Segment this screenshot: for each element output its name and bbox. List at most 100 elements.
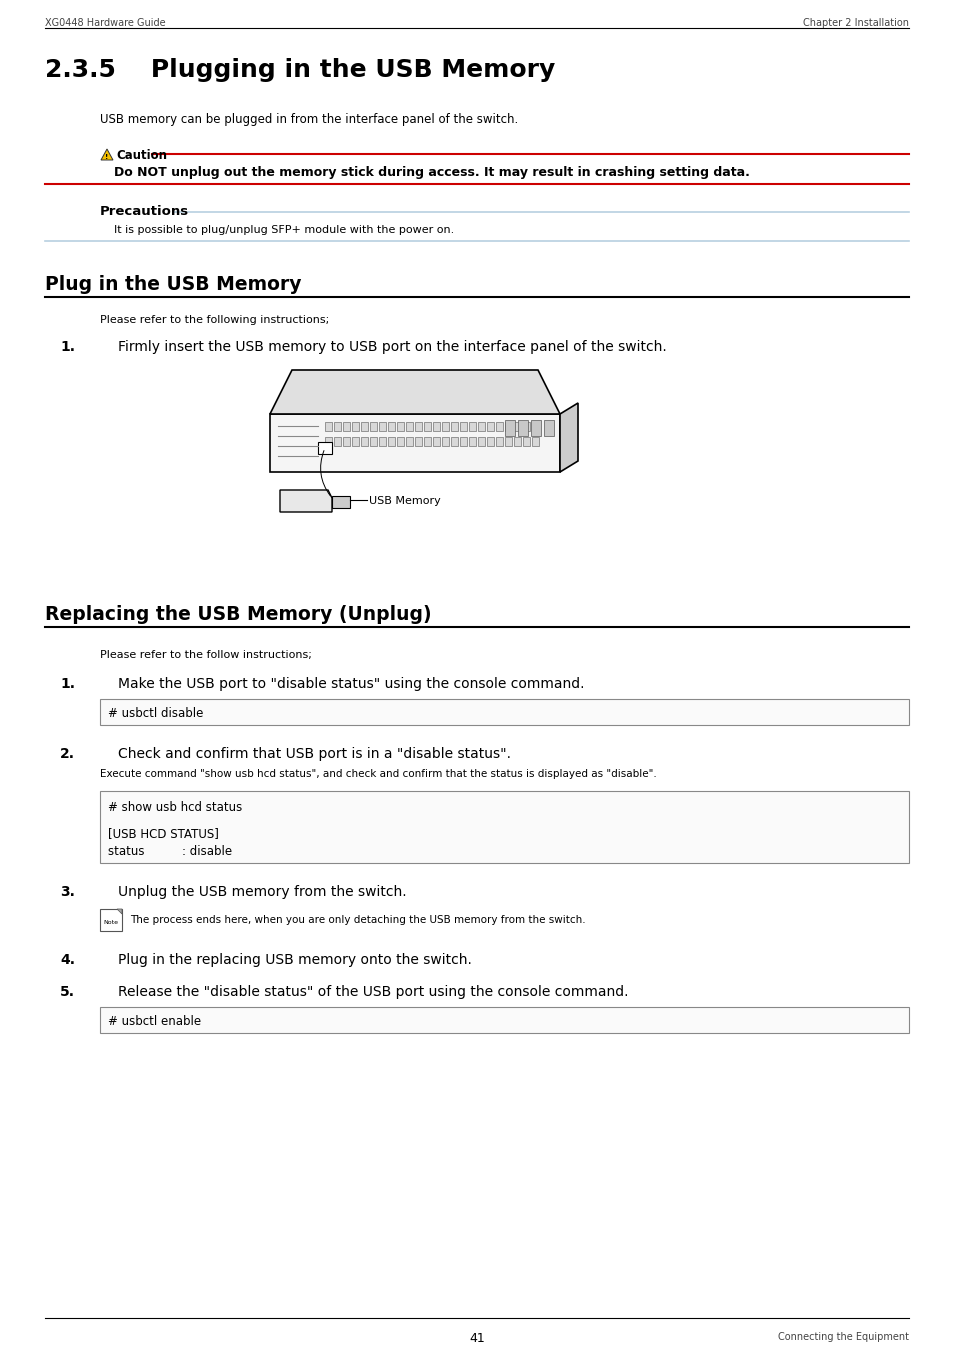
FancyBboxPatch shape	[496, 422, 502, 431]
FancyBboxPatch shape	[343, 436, 350, 446]
Text: # usbctl enable: # usbctl enable	[108, 1015, 201, 1028]
FancyBboxPatch shape	[100, 1006, 908, 1034]
FancyBboxPatch shape	[514, 436, 520, 446]
Polygon shape	[559, 403, 578, 471]
FancyBboxPatch shape	[441, 422, 449, 431]
FancyBboxPatch shape	[270, 413, 559, 471]
FancyBboxPatch shape	[441, 436, 449, 446]
Text: USB memory can be plugged in from the interface panel of the switch.: USB memory can be plugged in from the in…	[100, 113, 517, 126]
FancyBboxPatch shape	[459, 436, 467, 446]
FancyBboxPatch shape	[504, 420, 515, 436]
Text: 5.: 5.	[60, 985, 75, 998]
FancyBboxPatch shape	[100, 698, 908, 725]
FancyBboxPatch shape	[378, 436, 386, 446]
Text: Check and confirm that USB port is in a "disable status".: Check and confirm that USB port is in a …	[118, 747, 511, 761]
Text: 1.: 1.	[60, 677, 75, 690]
FancyBboxPatch shape	[332, 496, 350, 508]
FancyBboxPatch shape	[317, 442, 332, 454]
Text: # usbctl disable: # usbctl disable	[108, 707, 203, 720]
FancyBboxPatch shape	[415, 436, 421, 446]
Text: Make the USB port to "disable status" using the console command.: Make the USB port to "disable status" us…	[118, 677, 584, 690]
Polygon shape	[280, 490, 332, 512]
Text: 2.3.5    Plugging in the USB Memory: 2.3.5 Plugging in the USB Memory	[45, 58, 555, 82]
FancyBboxPatch shape	[486, 436, 494, 446]
FancyBboxPatch shape	[100, 909, 122, 931]
Text: Please refer to the following instructions;: Please refer to the following instructio…	[100, 315, 329, 326]
FancyBboxPatch shape	[360, 422, 368, 431]
FancyBboxPatch shape	[100, 790, 908, 863]
FancyBboxPatch shape	[532, 436, 538, 446]
FancyBboxPatch shape	[325, 422, 332, 431]
Text: status          : disable: status : disable	[108, 844, 232, 858]
Text: Precautions: Precautions	[100, 205, 189, 218]
FancyBboxPatch shape	[532, 422, 538, 431]
Text: Plug in the USB Memory: Plug in the USB Memory	[45, 276, 301, 295]
FancyBboxPatch shape	[406, 422, 413, 431]
FancyBboxPatch shape	[522, 422, 530, 431]
FancyBboxPatch shape	[433, 436, 439, 446]
FancyBboxPatch shape	[504, 422, 512, 431]
FancyBboxPatch shape	[378, 422, 386, 431]
FancyBboxPatch shape	[352, 422, 358, 431]
FancyBboxPatch shape	[451, 422, 457, 431]
Text: It is possible to plug/unplug SFP+ module with the power on.: It is possible to plug/unplug SFP+ modul…	[113, 226, 454, 235]
Text: USB Memory: USB Memory	[369, 496, 440, 507]
Text: Caution: Caution	[116, 149, 167, 162]
FancyBboxPatch shape	[352, 436, 358, 446]
FancyBboxPatch shape	[543, 420, 554, 436]
FancyBboxPatch shape	[451, 436, 457, 446]
Text: !: !	[105, 154, 109, 159]
Text: Do NOT unplug out the memory stick during access. It may result in crashing sett: Do NOT unplug out the memory stick durin…	[113, 166, 749, 178]
FancyBboxPatch shape	[370, 422, 376, 431]
FancyBboxPatch shape	[522, 436, 530, 446]
FancyBboxPatch shape	[459, 422, 467, 431]
Text: Release the "disable status" of the USB port using the console command.: Release the "disable status" of the USB …	[118, 985, 628, 998]
Text: Execute command "show usb hcd status", and check and confirm that the status is : Execute command "show usb hcd status", a…	[100, 769, 656, 780]
FancyBboxPatch shape	[396, 422, 403, 431]
FancyBboxPatch shape	[477, 436, 484, 446]
Text: # show usb hcd status: # show usb hcd status	[108, 801, 242, 815]
Text: 4.: 4.	[60, 952, 75, 967]
Text: Please refer to the follow instructions;: Please refer to the follow instructions;	[100, 650, 312, 661]
FancyBboxPatch shape	[370, 436, 376, 446]
FancyBboxPatch shape	[531, 420, 540, 436]
FancyBboxPatch shape	[415, 422, 421, 431]
Text: Unplug the USB memory from the switch.: Unplug the USB memory from the switch.	[118, 885, 406, 898]
FancyBboxPatch shape	[469, 422, 476, 431]
FancyBboxPatch shape	[360, 436, 368, 446]
Text: 2.: 2.	[60, 747, 75, 761]
FancyBboxPatch shape	[396, 436, 403, 446]
FancyBboxPatch shape	[423, 436, 431, 446]
FancyBboxPatch shape	[334, 436, 340, 446]
FancyBboxPatch shape	[514, 422, 520, 431]
Text: 41: 41	[469, 1332, 484, 1346]
Text: The process ends here, when you are only detaching the USB memory from the switc: The process ends here, when you are only…	[130, 915, 585, 925]
Text: Firmly insert the USB memory to USB port on the interface panel of the switch.: Firmly insert the USB memory to USB port…	[118, 340, 666, 354]
FancyBboxPatch shape	[469, 436, 476, 446]
FancyBboxPatch shape	[486, 422, 494, 431]
Text: 1.: 1.	[60, 340, 75, 354]
FancyBboxPatch shape	[406, 436, 413, 446]
Text: Connecting the Equipment: Connecting the Equipment	[778, 1332, 908, 1342]
FancyBboxPatch shape	[423, 422, 431, 431]
FancyBboxPatch shape	[343, 422, 350, 431]
FancyBboxPatch shape	[504, 436, 512, 446]
Text: [USB HCD STATUS]: [USB HCD STATUS]	[108, 827, 218, 840]
Text: Plug in the replacing USB memory onto the switch.: Plug in the replacing USB memory onto th…	[118, 952, 472, 967]
Text: XG0448 Hardware Guide: XG0448 Hardware Guide	[45, 18, 166, 28]
Text: Note: Note	[103, 920, 118, 924]
Text: 3.: 3.	[60, 885, 74, 898]
Polygon shape	[270, 370, 559, 413]
Text: Replacing the USB Memory (Unplug): Replacing the USB Memory (Unplug)	[45, 605, 431, 624]
FancyBboxPatch shape	[477, 422, 484, 431]
Polygon shape	[101, 149, 112, 159]
Text: Chapter 2 Installation: Chapter 2 Installation	[802, 18, 908, 28]
FancyBboxPatch shape	[325, 436, 332, 446]
FancyBboxPatch shape	[517, 420, 527, 436]
Polygon shape	[117, 909, 122, 915]
FancyBboxPatch shape	[334, 422, 340, 431]
FancyBboxPatch shape	[388, 436, 395, 446]
FancyBboxPatch shape	[433, 422, 439, 431]
FancyBboxPatch shape	[496, 436, 502, 446]
FancyBboxPatch shape	[388, 422, 395, 431]
